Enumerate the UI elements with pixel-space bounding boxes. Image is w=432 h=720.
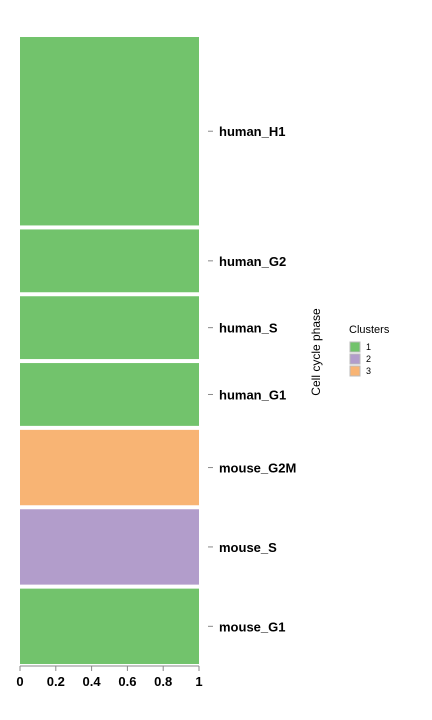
x-tick-label: 0.8 bbox=[154, 674, 172, 689]
category-label: mouse_G2M bbox=[219, 461, 296, 476]
category-label: mouse_S bbox=[219, 540, 277, 555]
bar-mouse_G2M bbox=[20, 429, 199, 506]
category-label: human_H1 bbox=[219, 124, 285, 139]
x-tick-label: 1 bbox=[195, 674, 202, 689]
category-label: human_G1 bbox=[219, 387, 286, 402]
x-tick-label: 0.2 bbox=[47, 674, 65, 689]
bar-mouse_S bbox=[20, 509, 199, 585]
legend-items: 1 2 3 bbox=[349, 341, 371, 377]
category-label: mouse_G1 bbox=[219, 619, 285, 634]
x-tick-label: 0 bbox=[16, 674, 23, 689]
y-axis-title: Cell cycle phase bbox=[309, 308, 323, 396]
x-axis-ticks: 0 0.2 0.4 0.6 0.8 1 bbox=[16, 666, 203, 689]
legend-label-1: 1 bbox=[366, 342, 371, 352]
bar-human_S bbox=[20, 296, 199, 360]
bar-mouse_G1 bbox=[20, 588, 199, 664]
category-label: human_G2 bbox=[219, 254, 286, 269]
legend-label-3: 3 bbox=[366, 366, 371, 376]
bar-human_G2 bbox=[20, 229, 199, 293]
x-tick-label: 0.6 bbox=[118, 674, 136, 689]
category-labels: human_H1 human_G2 human_S human_G1 mouse_G2M… bbox=[208, 124, 296, 634]
bar-human_H1 bbox=[20, 37, 199, 226]
legend-label-2: 2 bbox=[366, 354, 371, 364]
legend-title: Clusters bbox=[349, 324, 390, 336]
category-label: human_S bbox=[219, 321, 278, 336]
legend-swatch-1 bbox=[349, 341, 361, 353]
bars-group bbox=[20, 37, 199, 664]
x-tick-label: 0.4 bbox=[83, 674, 102, 689]
legend-swatch-2 bbox=[349, 353, 361, 365]
bar-human_G1 bbox=[20, 363, 199, 426]
legend: Clusters 1 2 3 bbox=[349, 324, 390, 377]
legend-swatch-3 bbox=[349, 365, 361, 377]
